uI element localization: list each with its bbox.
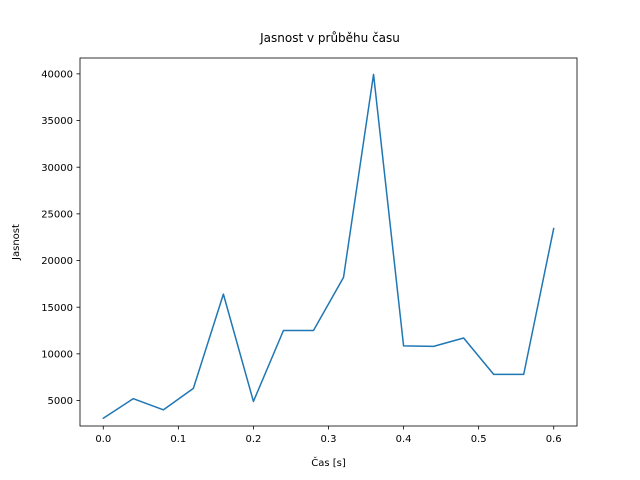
y-tick-label: 25000 xyxy=(41,209,73,220)
x-tick-label: 0.6 xyxy=(546,434,562,445)
y-tick-label: 30000 xyxy=(41,163,73,174)
chart-title: Jasnost v průběhu času xyxy=(260,31,400,45)
y-tick-label: 20000 xyxy=(41,256,73,267)
y-tick-label: 10000 xyxy=(41,349,73,360)
axes-frame xyxy=(79,57,578,427)
x-tick-label: 0.1 xyxy=(170,434,186,445)
y-axis-ticks: 5000 10000 15000 20000 25000 30000 35000 40000 xyxy=(41,69,80,407)
x-axis-ticks: 0.0 0.1 0.2 0.3 0.4 0.5 0.6 xyxy=(95,426,562,445)
line-series-jasnost xyxy=(102,73,555,419)
plot-area-background xyxy=(79,57,578,427)
y-tick-label: 35000 xyxy=(41,116,73,127)
y-tick-label: 15000 xyxy=(41,303,73,314)
y-tick-label: 5000 xyxy=(48,396,73,407)
y-axis-label: Jasnost xyxy=(11,224,22,261)
x-axis-label: Čas [s] xyxy=(311,456,346,469)
x-tick-label: 0.3 xyxy=(321,434,337,445)
y-tick-label: 40000 xyxy=(41,69,73,80)
x-tick-label: 0.4 xyxy=(396,434,412,445)
data-series-layer xyxy=(102,73,555,419)
x-tick-label: 0.5 xyxy=(471,434,487,445)
x-tick-label: 0.2 xyxy=(245,434,261,445)
x-tick-label: 0.0 xyxy=(95,434,111,445)
